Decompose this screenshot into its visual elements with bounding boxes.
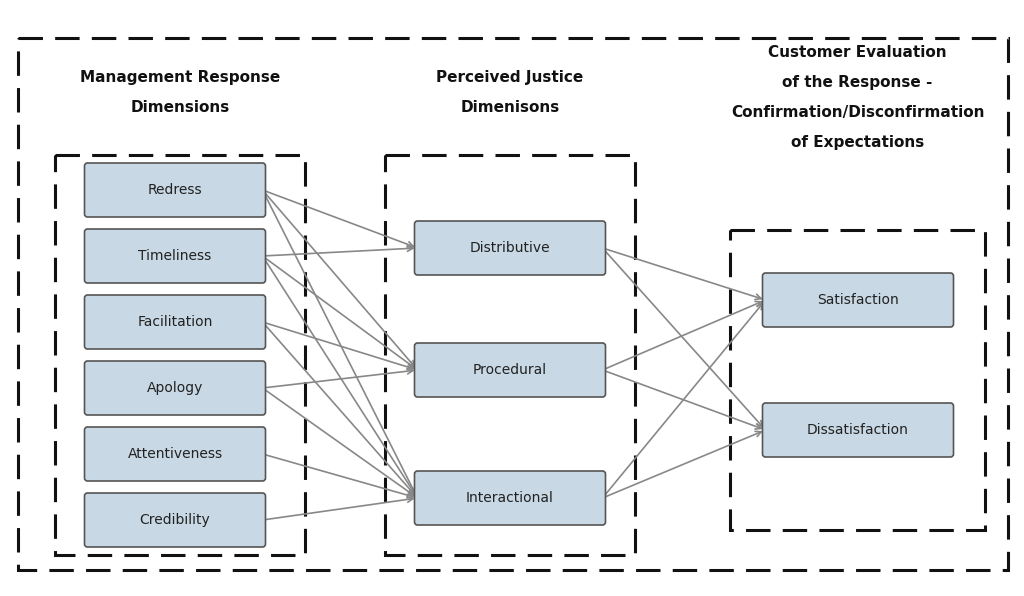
Text: Timeliness: Timeliness <box>138 249 212 263</box>
FancyBboxPatch shape <box>415 343 605 397</box>
Text: Attentiveness: Attentiveness <box>127 447 222 461</box>
Text: of Expectations: of Expectations <box>791 135 924 150</box>
Bar <box>730 230 985 530</box>
FancyBboxPatch shape <box>415 471 605 525</box>
Text: Procedural: Procedural <box>473 363 547 377</box>
Text: Redress: Redress <box>147 183 203 197</box>
Text: Management Response: Management Response <box>80 70 281 85</box>
Text: Perceived Justice: Perceived Justice <box>436 70 584 85</box>
Text: Dimenisons: Dimenisons <box>461 100 560 115</box>
Bar <box>385 155 635 555</box>
Text: Interactional: Interactional <box>466 491 554 505</box>
FancyBboxPatch shape <box>85 427 265 481</box>
FancyBboxPatch shape <box>763 403 953 457</box>
Bar <box>18 38 1008 570</box>
FancyBboxPatch shape <box>85 163 265 217</box>
Text: Distributive: Distributive <box>470 241 550 255</box>
Text: of the Response -: of the Response - <box>782 75 933 90</box>
Text: Credibility: Credibility <box>139 513 210 527</box>
Text: Customer Evaluation: Customer Evaluation <box>768 45 947 60</box>
Text: Satisfaction: Satisfaction <box>817 293 899 307</box>
Bar <box>55 155 305 555</box>
FancyBboxPatch shape <box>85 361 265 415</box>
FancyBboxPatch shape <box>415 221 605 275</box>
FancyBboxPatch shape <box>85 229 265 283</box>
Text: Facilitation: Facilitation <box>137 315 213 329</box>
Text: Apology: Apology <box>146 381 203 395</box>
FancyBboxPatch shape <box>85 493 265 547</box>
FancyBboxPatch shape <box>763 273 953 327</box>
Text: Dimensions: Dimensions <box>130 100 229 115</box>
Text: Confirmation/Disconfirmation: Confirmation/Disconfirmation <box>731 105 984 120</box>
Text: Dissatisfaction: Dissatisfaction <box>807 423 909 437</box>
FancyBboxPatch shape <box>85 295 265 349</box>
